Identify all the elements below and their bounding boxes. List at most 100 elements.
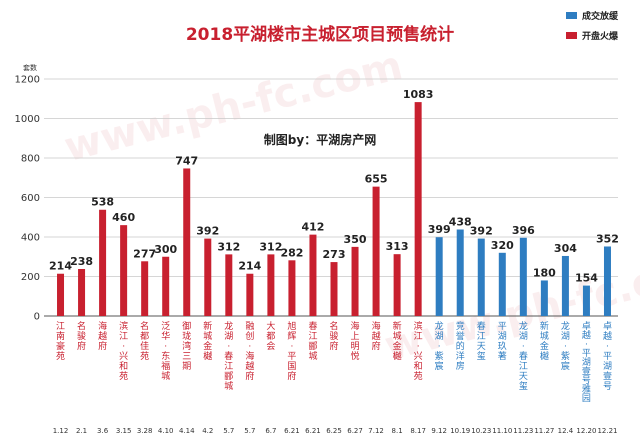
y-tick-label: 400 — [21, 233, 40, 244]
category-label: 龙湖·紫宸 — [561, 320, 570, 372]
date-label: 12.21 — [597, 427, 617, 435]
date-label: 6.25 — [326, 427, 342, 435]
y-axis-ticks: 0 200 400 600 800 1000 1200 — [15, 75, 40, 323]
date-label: 8.1 — [392, 427, 403, 435]
date-label: 12.20 — [576, 427, 596, 435]
bar — [57, 273, 65, 316]
category-label: 新城金樾 — [203, 320, 212, 362]
date-label: 6.21 — [284, 427, 300, 435]
y-tick-label: 800 — [21, 154, 40, 165]
date-label: 5.7 — [223, 427, 234, 435]
bar — [393, 254, 401, 316]
category-label: 新城金樾 — [393, 320, 402, 362]
category-label: 新城金樾 — [540, 320, 549, 362]
bar — [120, 225, 128, 316]
date-label: 6.21 — [305, 427, 321, 435]
category-label: 春江天玺 — [477, 320, 486, 362]
y-tick-label: 200 — [21, 272, 40, 283]
category-label: 御珑湾三期 — [182, 320, 191, 372]
category-label: 海上明悦 — [351, 320, 360, 362]
bar — [519, 237, 527, 316]
bar — [246, 273, 254, 316]
category-label: 龙湖·春江郦城 — [224, 320, 233, 392]
category-label: 滨江·兴和苑 — [414, 320, 423, 382]
bar-value-label: 747 — [175, 154, 198, 167]
y-tick-label: 1200 — [15, 75, 40, 86]
bar — [540, 280, 548, 316]
category-label: 大都会 — [266, 320, 275, 352]
date-label: 6.7 — [265, 427, 276, 435]
category-label: 平湖玖著 — [498, 321, 507, 362]
legend-label: 成交放缓 — [582, 10, 619, 22]
date-label: 11.10 — [492, 427, 512, 435]
bar-value-label: 282 — [280, 246, 303, 259]
date-label: 3.28 — [137, 427, 153, 435]
date-label: 10.19 — [450, 427, 470, 435]
bar-value-label: 214 — [49, 260, 72, 273]
category-label: 卓越·平湖壹号 — [603, 320, 612, 392]
bar — [225, 254, 233, 316]
date-labels: 1.12 2.1 3.6 3.15 3.28 4.10 4.14 4.2 5.7 5.7 6.7 6.… — [53, 427, 618, 435]
bar-value-label: 304 — [554, 242, 577, 255]
bar — [183, 168, 191, 316]
bar-value-label: 1083 — [403, 88, 434, 101]
category-label: 龙湖·紫宸 — [435, 320, 444, 372]
bar-value-label: 300 — [154, 243, 177, 256]
category-label: 旭辉·平国府 — [287, 320, 296, 382]
bar-value-label: 273 — [323, 248, 346, 261]
chart-title: 2018平湖楼市主城区项目预售统计 — [186, 24, 454, 45]
bar — [351, 246, 359, 316]
bar-value-label: 350 — [344, 233, 367, 246]
y-tick-label: 0 — [34, 312, 40, 323]
bars — [57, 102, 611, 316]
bar — [603, 246, 611, 316]
watermark: www.ph-fc.com www.ph-fc.com — [60, 43, 640, 370]
bar-value-label: 238 — [70, 255, 93, 268]
category-label: 海越府 — [372, 320, 381, 352]
bar-value-label: 392 — [196, 225, 219, 238]
bar-value-label: 352 — [596, 232, 619, 245]
bar — [372, 186, 380, 316]
bar-value-label: 396 — [512, 224, 535, 237]
category-label: 龙湖·春江天玺 — [519, 320, 528, 392]
bar-value-label: 214 — [238, 260, 261, 273]
date-label: 8.17 — [410, 427, 426, 435]
watermark-text: www.ph-fc.com — [60, 43, 407, 171]
date-label: 4.10 — [158, 427, 174, 435]
bar-value-label: 312 — [217, 240, 240, 253]
category-label: 竞誉的洋房 — [456, 320, 465, 372]
y-axis-label: 套数 — [23, 63, 37, 72]
date-label: 3.15 — [116, 427, 132, 435]
bar-value-label: 438 — [449, 215, 472, 228]
date-label: 12.4 — [558, 427, 574, 435]
bar-value-label: 538 — [91, 196, 114, 209]
bar — [498, 252, 506, 316]
y-tick-label: 600 — [21, 193, 40, 204]
bar — [204, 238, 212, 316]
category-label: 江南豪苑 — [56, 321, 65, 362]
date-label: 10.23 — [471, 427, 491, 435]
bar — [414, 102, 422, 316]
category-label: 春江郦城 — [308, 320, 317, 362]
date-label: 4.14 — [179, 427, 195, 435]
category-label: 滨江·兴和苑 — [119, 320, 128, 382]
y-tick-label: 1000 — [15, 114, 40, 125]
bar — [99, 209, 107, 316]
category-label: 海越府 — [98, 320, 107, 352]
value-labels: 2142385384602773007473923122143122824122… — [49, 88, 619, 284]
date-label: 3.6 — [97, 427, 109, 435]
date-label: 2.1 — [76, 427, 87, 435]
date-label: 9.12 — [431, 427, 447, 435]
bar — [330, 262, 338, 316]
bar-value-label: 313 — [386, 240, 409, 253]
bar — [582, 285, 590, 316]
bar — [456, 229, 464, 316]
bar — [561, 255, 569, 316]
bar-value-label: 277 — [133, 247, 156, 260]
bar-value-label: 320 — [491, 239, 514, 252]
date-label: 7.12 — [368, 427, 384, 435]
bar-value-label: 154 — [575, 272, 598, 285]
legend-label: 开盘火爆 — [582, 30, 619, 42]
legend-swatch — [566, 32, 577, 39]
chart-annotation: 制图by：平湖房产网 — [264, 132, 376, 147]
